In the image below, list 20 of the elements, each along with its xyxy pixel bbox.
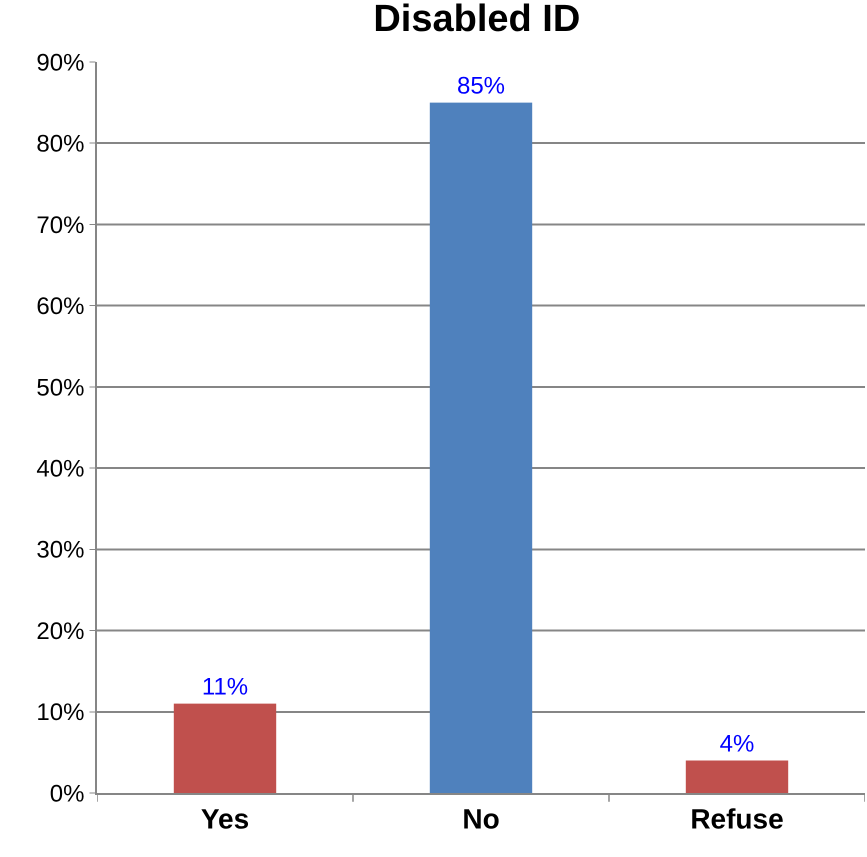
data-label: 4% [720, 730, 754, 758]
y-tick-label: 30% [36, 536, 84, 564]
y-tick-label: 70% [36, 212, 84, 239]
y-tick-label: 0% [50, 780, 84, 808]
y-tick-label: 20% [36, 618, 84, 645]
y-tick-label: 10% [36, 699, 84, 726]
x-tick-label: Refuse [690, 803, 784, 834]
data-label: 85% [456, 72, 506, 100]
y-tick-label: 40% [36, 456, 84, 483]
data-label: 11% [202, 674, 248, 701]
y-tick-label: 80% [36, 130, 84, 158]
y-tick-label: 60% [36, 293, 84, 320]
bar [430, 102, 532, 793]
bar [174, 704, 276, 793]
y-tick-label: 90% [36, 49, 84, 76]
chart-title: Disabled ID [373, 0, 580, 40]
x-tick-label: Yes [200, 803, 250, 834]
y-tick-label: 50% [36, 374, 84, 402]
x-tick-label: No [462, 803, 500, 834]
bar [686, 760, 788, 793]
